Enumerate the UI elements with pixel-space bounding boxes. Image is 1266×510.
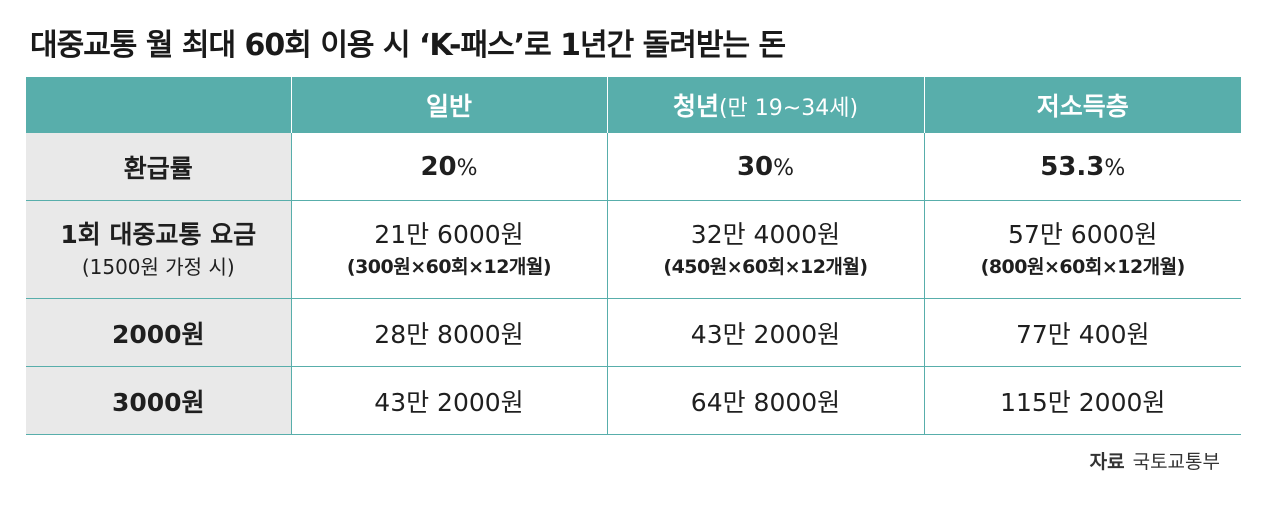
table-row-fare2000: 2000원 28만 8000원 43만 2000원 77만 400원: [26, 298, 1241, 367]
fare1500-general-value: 21만 6000원: [374, 219, 524, 249]
cell-fare1500-youth: 32만 4000원 (450원×60회×12개월): [606, 200, 924, 299]
row-label-fare1500-sub: (1500원 가정 시): [81, 254, 235, 279]
header-row: 일반 청년(만 19~34세) 저소득층: [26, 77, 1241, 133]
source-label: 자료: [1089, 451, 1125, 473]
row-label-fare1500: 1회 대중교통 요금 (1500원 가정 시): [26, 200, 291, 299]
cell-fare1500-lowincome: 57만 6000원 (800원×60회×12개월): [923, 200, 1241, 299]
table-row-fare1500: 1회 대중교통 요금 (1500원 가정 시) 21만 6000원 (300원×…: [26, 200, 1241, 299]
header-general: 일반: [290, 77, 607, 133]
cell-fare2000-youth: 43만 2000원: [606, 298, 924, 367]
source-value: 국토교통부: [1132, 451, 1220, 473]
table-row-fare3000: 3000원 43만 2000원 64만 8000원 115만 2000원: [26, 366, 1241, 435]
row-label-fare1500-main: 1회 대중교통 요금: [60, 219, 257, 249]
rate-lowincome-unit: %: [1104, 155, 1126, 181]
row-label-fare3000: 3000원: [26, 366, 291, 435]
fare1500-general-calc: (300원×60회×12개월): [346, 255, 552, 278]
rate-lowincome-value: 53.3: [1040, 151, 1105, 182]
header-lowincome: 저소득층: [923, 77, 1241, 133]
cell-fare2000-general: 28만 8000원: [290, 298, 607, 367]
rate-general-value: 20: [420, 151, 457, 182]
fare1500-lowincome-value: 57만 6000원: [1008, 219, 1158, 249]
refund-table: 일반 청년(만 19~34세) 저소득층 환급률 20% 30% 53.3% 1…: [26, 77, 1241, 435]
cell-rate-general: 20%: [290, 133, 607, 201]
cell-fare3000-youth: 64만 8000원: [606, 366, 924, 435]
header-youth: 청년(만 19~34세): [606, 77, 924, 133]
page-title: 대중교통 월 최대 60회 이용 시 ‘K-패스’로 1년간 돌려받는 돈: [30, 28, 786, 63]
fare1500-lowincome-calc: (800원×60회×12개월): [980, 255, 1186, 278]
header-youth-sub: (만 19~34세): [718, 96, 859, 121]
cell-fare3000-general: 43만 2000원: [290, 366, 607, 435]
header-empty: [26, 77, 291, 133]
row-label-fare2000: 2000원: [26, 298, 291, 367]
cell-rate-youth: 30%: [606, 133, 924, 201]
rate-youth-value: 30: [736, 151, 774, 182]
cell-fare1500-general: 21만 6000원 (300원×60회×12개월): [290, 200, 607, 299]
row-label-rate: 환급률: [26, 133, 291, 201]
fare1500-youth-value: 32만 4000원: [690, 219, 841, 249]
cell-rate-lowincome: 53.3%: [923, 133, 1241, 201]
source-note: 자료 국토교통부: [1090, 447, 1220, 474]
cell-fare3000-lowincome: 115만 2000원: [923, 366, 1241, 435]
rate-general-unit: %: [456, 155, 478, 181]
fare1500-youth-calc: (450원×60회×12개월): [663, 255, 868, 278]
rate-youth-unit: %: [773, 155, 795, 181]
cell-fare2000-lowincome: 77만 400원: [923, 298, 1241, 367]
header-youth-label: 청년: [672, 92, 719, 121]
table-row-rate: 환급률 20% 30% 53.3%: [26, 133, 1241, 201]
